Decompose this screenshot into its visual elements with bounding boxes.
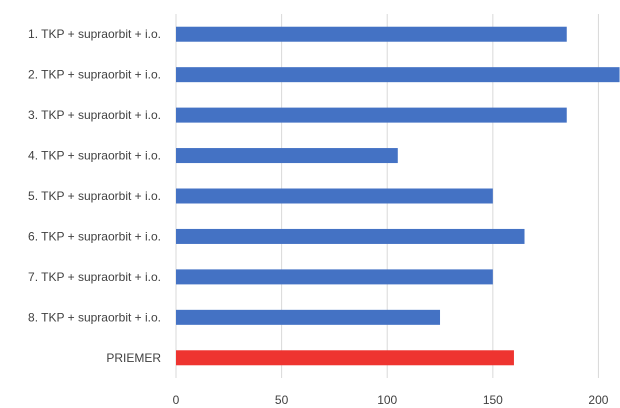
category-label: 8. TKP + supraorbit + i.o. — [28, 310, 161, 324]
bar-3 — [176, 107, 567, 123]
x-tick-labels: 0 50 100 150 200 — [173, 393, 609, 407]
category-label: 7. TKP + supraorbit + i.o. — [28, 270, 161, 284]
bar-9 — [176, 350, 514, 366]
x-tick-label: 150 — [483, 393, 503, 407]
x-tick-label: 50 — [275, 393, 289, 407]
bar-5 — [176, 188, 493, 204]
chart-bars — [176, 26, 620, 366]
bar-1 — [176, 26, 567, 42]
bar-2 — [176, 67, 620, 83]
category-label: 2. TKP + supraorbit + i.o. — [28, 68, 161, 82]
bar-6 — [176, 228, 525, 244]
x-tick-label: 0 — [173, 393, 180, 407]
category-label: PRIEMER — [106, 351, 161, 365]
x-tick-label: 200 — [588, 393, 608, 407]
bar-4 — [176, 148, 398, 164]
category-label: 5. TKP + supraorbit + i.o. — [28, 189, 161, 203]
x-tick-label: 100 — [377, 393, 397, 407]
category-label: 4. TKP + supraorbit + i.o. — [28, 149, 161, 163]
category-label: 1. TKP + supraorbit + i.o. — [28, 27, 161, 41]
bar-8 — [176, 309, 441, 325]
category-label: 3. TKP + supraorbit + i.o. — [28, 108, 161, 122]
bar-7 — [176, 269, 493, 285]
category-labels: 1. TKP + supraorbit + i.o. 2. TKP + supra… — [28, 27, 161, 365]
category-label: 6. TKP + supraorbit + i.o. — [28, 229, 161, 243]
